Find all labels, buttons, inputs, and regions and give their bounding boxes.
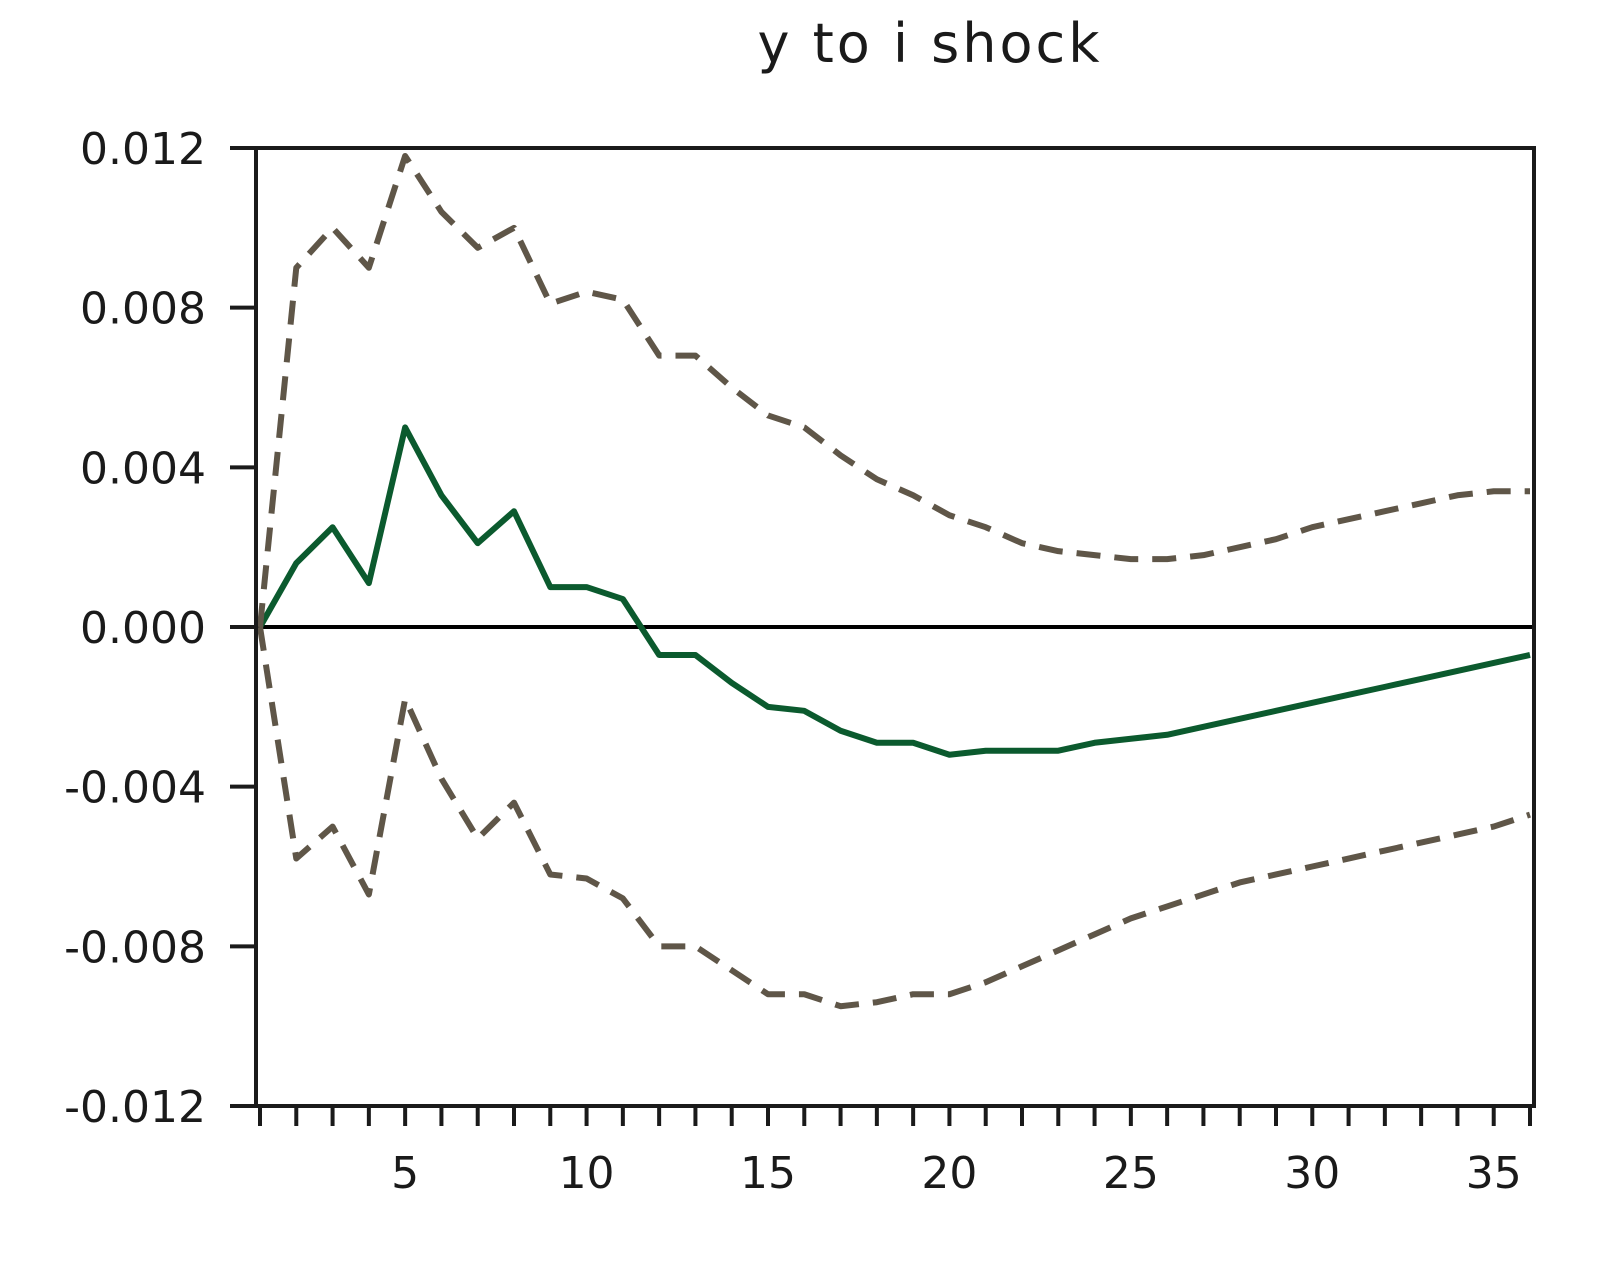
y-tick-label: -0.008 [64, 922, 206, 973]
x-tick-label: 25 [1103, 1148, 1159, 1199]
y-tick-label: -0.012 [64, 1082, 206, 1133]
y-tick-label: 0.008 [80, 284, 206, 335]
x-tick-label: 5 [391, 1148, 419, 1199]
x-tick-label: 20 [921, 1148, 977, 1199]
x-tick-label: 10 [559, 1148, 615, 1199]
series-layer [257, 152, 1531, 1010]
x-tick-label: 30 [1284, 1148, 1340, 1199]
response-line [257, 424, 1531, 758]
x-axis: 5 10 15 20 25 30 35 [258, 1106, 1532, 1199]
y-tick-label: -0.004 [64, 763, 206, 814]
x-tick-label: 35 [1466, 1148, 1522, 1199]
y-tick-label: 0.004 [80, 443, 206, 494]
y-tick-label: 0.000 [80, 603, 206, 654]
plot-frame [254, 146, 1536, 1108]
lower-band-line [257, 626, 1531, 1010]
y-axis: 0.012 0.008 0.004 0.000 -0.004 -0.008 -0.012 [64, 124, 256, 1133]
x-tick-label: 15 [740, 1148, 796, 1199]
upper-band-line [257, 152, 1530, 628]
chart-title: y to i shock [757, 12, 1103, 75]
y-tick-label: 0.012 [80, 124, 206, 175]
